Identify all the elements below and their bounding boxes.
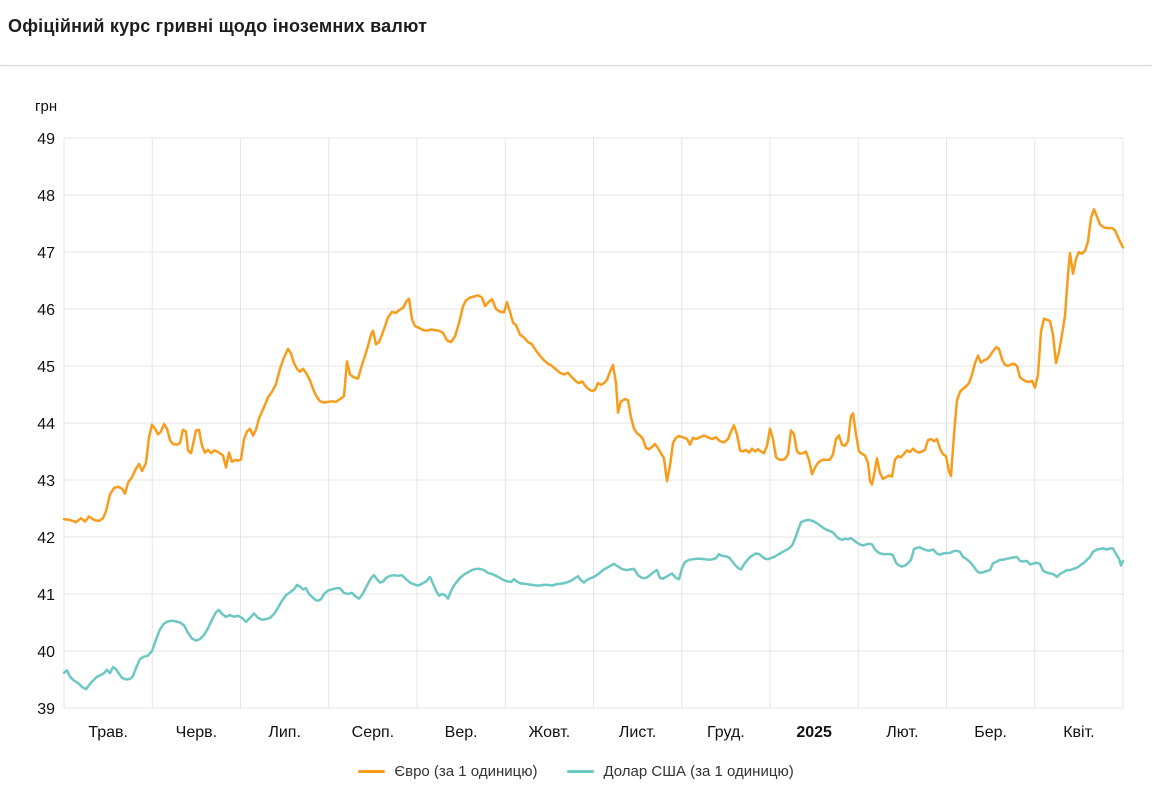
y-tick-label: 47 — [37, 245, 55, 262]
x-tick-label: Вер. — [445, 724, 478, 741]
y-tick-label: 44 — [37, 416, 55, 433]
usd-series-line — [62, 518, 1125, 691]
chart-legend: Євро (за 1 одиницю) Долар США (за 1 один… — [0, 763, 1152, 780]
legend-label-euro: Євро (за 1 одиницю) — [394, 763, 538, 780]
x-tick-label: 2025 — [796, 724, 832, 741]
chart-header: Офіційний курс гривні щодо іноземних вал… — [8, 16, 427, 37]
y-tick-label: 39 — [37, 701, 55, 718]
x-tick-label: Жовт. — [529, 724, 571, 741]
legend-item-usd[interactable]: Долар США (за 1 одиницю) — [567, 763, 794, 780]
y-tick-label: 41 — [37, 587, 55, 604]
y-axis-unit-label: грн — [35, 98, 58, 115]
x-tick-label: Серп. — [352, 724, 394, 741]
y-tick-label: 43 — [37, 473, 55, 490]
x-tick-label: Груд. — [707, 724, 745, 741]
legend-label-usd: Долар США (за 1 одиницю) — [603, 763, 794, 780]
legend-item-euro[interactable]: Євро (за 1 одиницю) — [358, 763, 537, 780]
euro-series-line — [62, 208, 1125, 524]
x-tick-label: Квіт. — [1063, 724, 1094, 741]
x-tick-label: Лют. — [886, 724, 918, 741]
euro-line-swatch — [358, 770, 386, 773]
page-title: Офіційний курс гривні щодо іноземних вал… — [8, 16, 428, 36]
y-tick-label: 45 — [37, 359, 55, 376]
y-tick-label: 40 — [37, 644, 55, 661]
y-tick-label: 49 — [37, 131, 55, 148]
y-tick-label: 42 — [37, 530, 55, 547]
y-tick-label: 46 — [37, 302, 55, 319]
y-tick-label: 48 — [37, 188, 55, 205]
usd-line-swatch — [567, 770, 595, 773]
x-tick-label: Трав. — [88, 724, 128, 741]
header-divider — [0, 65, 1152, 66]
x-tick-label: Лист. — [619, 724, 656, 741]
x-tick-label: Лип. — [268, 724, 301, 741]
x-tick-label: Бер. — [974, 724, 1007, 741]
x-tick-label: Черв. — [176, 724, 217, 741]
